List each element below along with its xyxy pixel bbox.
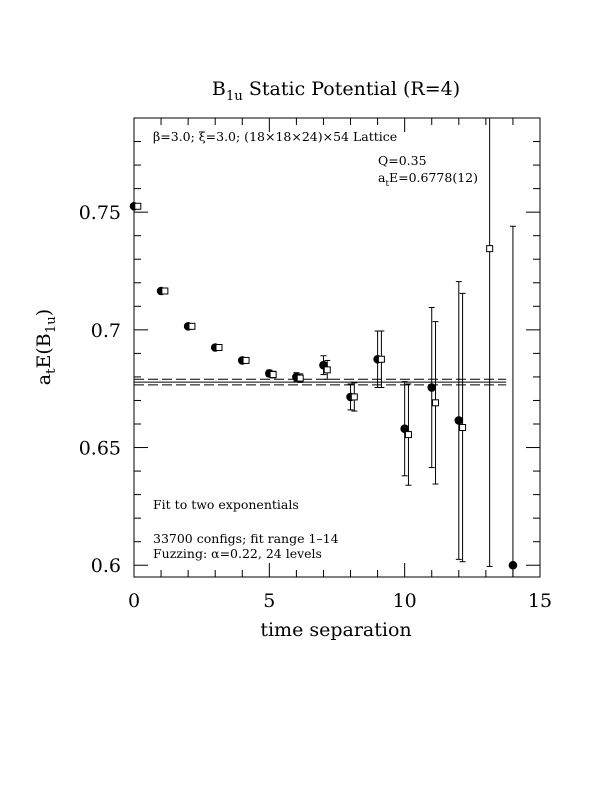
- fit-value-pre: a: [378, 170, 386, 185]
- x-tick-label: 5: [263, 590, 275, 612]
- y-tick-label: 0.75: [79, 202, 121, 224]
- data-point-square: [377, 355, 385, 363]
- y-axis-label: atE(B1u): [33, 309, 59, 385]
- data-point-circle: [454, 416, 464, 425]
- fit-type-annotation: Fit to two exponentials: [153, 497, 299, 512]
- title-main: B: [212, 78, 226, 100]
- data-point-square: [134, 202, 142, 210]
- ylabel-pre-sub: t: [44, 368, 59, 374]
- y-tick-label: 0.65: [79, 438, 121, 460]
- x-tick-label: 10: [393, 590, 417, 612]
- plot-frame: [133, 117, 541, 578]
- configs-annotation: 33700 configs; fit range 1–14: [153, 531, 339, 546]
- data-point-square: [486, 245, 494, 253]
- data-point-square: [296, 374, 304, 382]
- fuzzing-annotation: Fuzzing: α=0.22, 24 levels: [153, 546, 322, 561]
- x-tick-label: 15: [528, 590, 552, 612]
- data-point-square: [242, 356, 250, 364]
- lattice-annotation: β=3.0; ξ=3.0; (18×18×24)×54 Lattice: [153, 129, 397, 144]
- data-point-square: [188, 322, 196, 330]
- x-tick-label: 0: [128, 590, 140, 612]
- fit-lines: [134, 378, 507, 386]
- data-point-square: [215, 344, 223, 351]
- axis-ticks: 0 5 10 15 0.6 0.65 0.7 0.75: [79, 117, 552, 612]
- title-rest: Static Potential (R=4): [243, 78, 460, 100]
- data-point-square: [432, 399, 440, 407]
- data-point-square: [269, 371, 277, 379]
- q-annotation: Q=0.35: [378, 153, 427, 168]
- data-marks: [129, 118, 518, 577]
- y-tick-label: 0.6: [91, 555, 121, 577]
- x-axis-label: time separation: [260, 619, 411, 641]
- fit-value-sub: t: [385, 179, 389, 189]
- y-tick-label: 0.7: [91, 320, 121, 342]
- ylabel-mid-sub: 1u: [44, 316, 59, 333]
- data-point-circle: [400, 424, 409, 434]
- data-point-square: [404, 431, 412, 439]
- data-point-square: [161, 287, 169, 295]
- ylabel-post: ): [33, 309, 55, 316]
- data-point-square: [459, 424, 467, 432]
- ylabel-mid: E(B: [33, 333, 55, 368]
- ylabel-pre: a: [33, 374, 55, 385]
- data-point-circle: [427, 383, 437, 392]
- fit-value-post: E=0.6778(12): [389, 170, 478, 185]
- data-point-square: [323, 366, 331, 374]
- fit-value-annotation: atE=0.6778(12): [378, 170, 478, 189]
- title-sub: 1u: [226, 89, 243, 104]
- data-point-square: [350, 393, 358, 401]
- data-point-circle: [508, 560, 518, 570]
- chart-title: B1u Static Potential (R=4): [212, 78, 460, 104]
